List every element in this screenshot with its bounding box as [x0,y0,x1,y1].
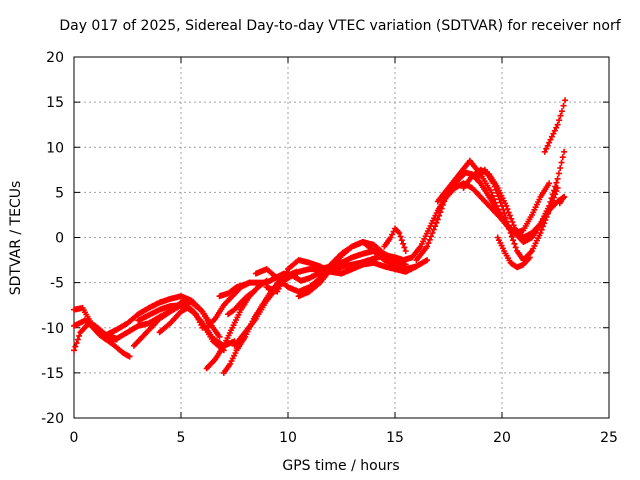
y-tick-label: 0 [55,231,64,247]
y-axis-label: SDTVAR / TECUs [8,181,24,296]
series-track-21 [473,166,561,264]
series-track-4 [103,293,212,338]
series-track-7 [156,304,206,336]
plus-markers [263,257,420,295]
x-tick-label: 10 [279,430,297,446]
x-axis-label: GPS time / hours [282,458,399,474]
axis-ticks: 0 5 10 15 20 25 -20 -15 -10 -5 0 5 10 15 20 [41,50,618,446]
series-track-22 [494,234,533,271]
y-tick-label: -20 [41,411,64,427]
x-tick-label: 15 [386,430,404,446]
x-tick-label: 25 [600,430,618,446]
plus-markers [225,288,257,318]
plus-markers [295,239,398,300]
y-tick-label: 20 [46,50,64,66]
plus-markers [473,166,561,264]
series-track-17 [381,225,409,254]
chart-title: Day 017 of 2025, Sidereal Day-to-day VTE… [59,18,621,34]
x-tick-label: 0 [70,430,79,446]
plus-markers [541,97,569,155]
data-points [71,97,569,376]
series-track-12 [216,279,253,300]
y-tick-label: -10 [41,321,64,337]
plus-markers [156,304,206,336]
series-track-13 [225,288,257,318]
y-tick-label: 15 [46,95,64,111]
plus-markers [103,293,212,338]
y-tick-label: -5 [50,276,64,292]
series-track-23 [541,97,569,155]
y-tick-label: 5 [55,185,64,201]
y-tick-label: 10 [46,140,64,156]
series-track-16 [295,239,398,300]
series-track-24 [556,193,568,207]
plus-markers [556,193,568,207]
x-tick-label: 20 [493,430,511,446]
series-track-15 [263,257,420,295]
plus-markers [381,225,409,254]
y-tick-label: -15 [41,366,64,382]
plus-markers [494,234,533,271]
plus-markers [216,279,253,300]
x-tick-label: 5 [177,430,186,446]
